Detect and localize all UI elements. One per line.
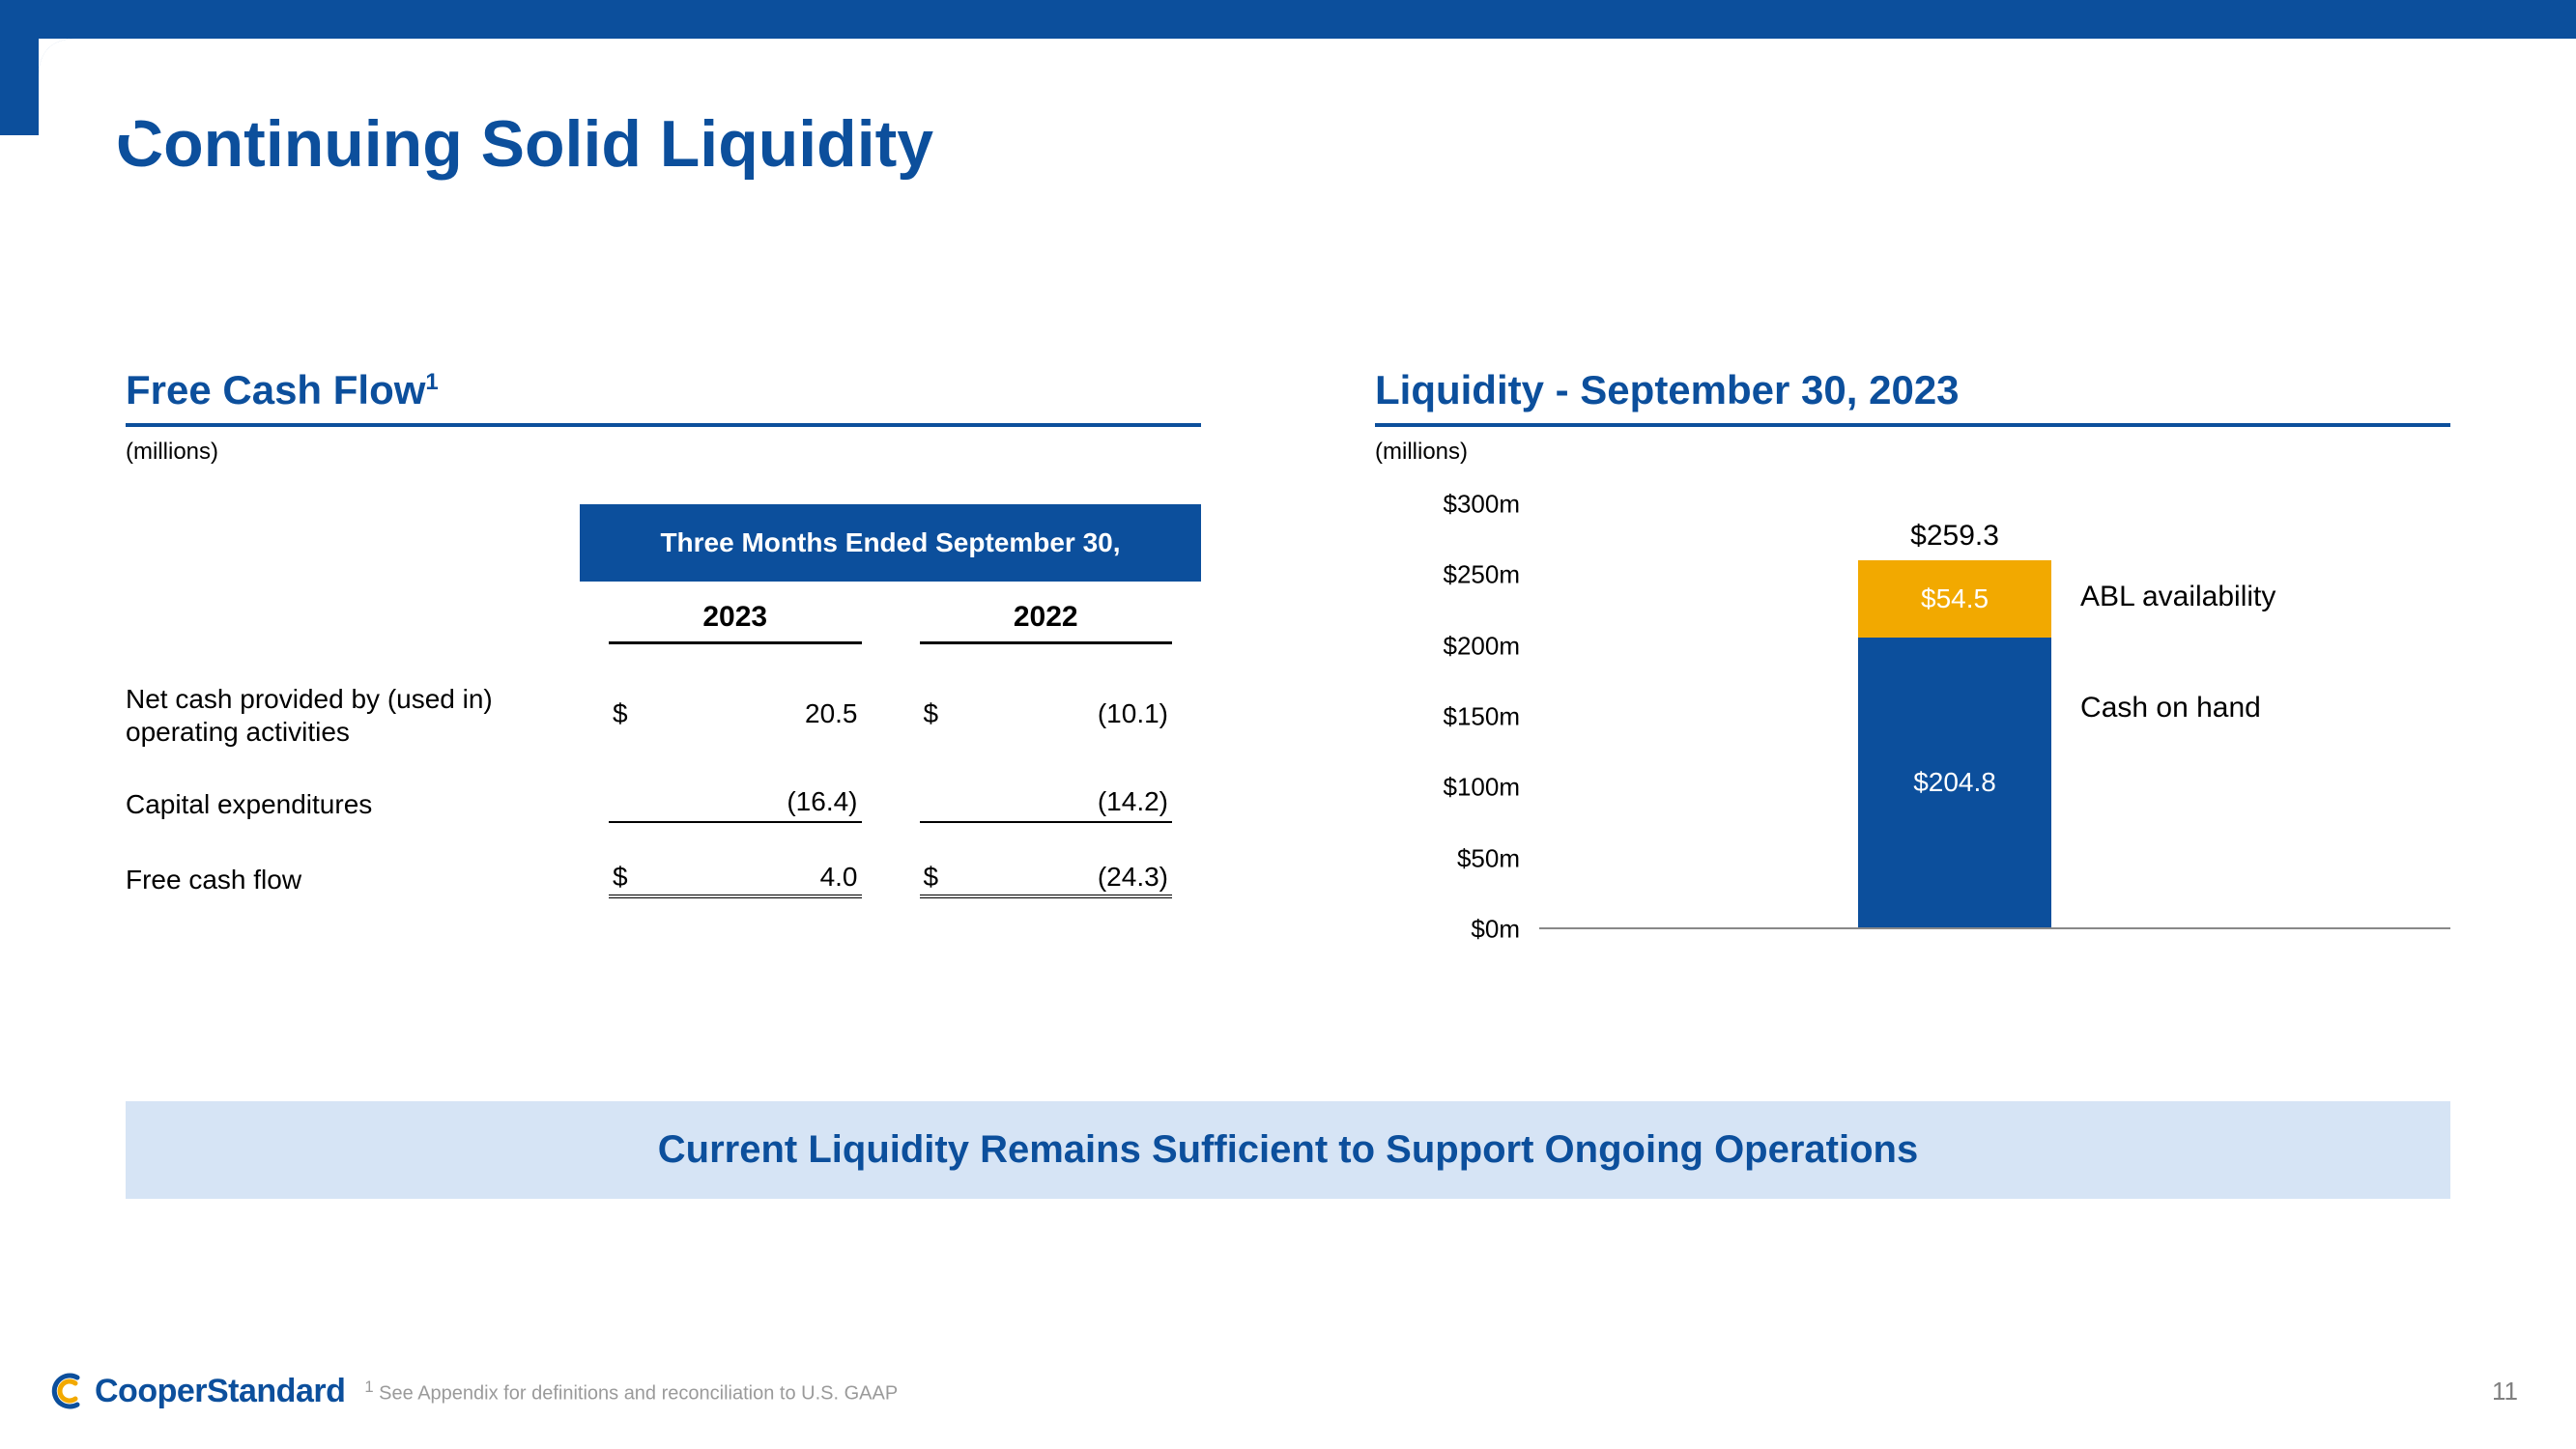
- logo: CooperStandard: [48, 1372, 345, 1410]
- fcf-cell: $(24.3): [920, 862, 1173, 898]
- fcf-cell: (16.4): [609, 786, 862, 823]
- bar-segment-cash: $204.8: [1858, 638, 2051, 927]
- fcf-rule: [126, 423, 1201, 427]
- fcf-years-row: 2023 2022: [580, 601, 1201, 644]
- y-tick: $100m: [1444, 773, 1521, 803]
- fcf-title-text: Free Cash Flow: [126, 367, 425, 412]
- fcf-cell: $20.5: [609, 698, 862, 733]
- y-tick: $250m: [1444, 560, 1521, 590]
- free-cash-flow-panel: Free Cash Flow1 (millions) Three Months …: [126, 367, 1201, 949]
- fcf-row-label: Free cash flow: [126, 864, 580, 896]
- y-axis: $0m$50m$100m$150m$200m$250m$300m: [1414, 504, 1530, 929]
- liquidity-chart: $0m$50m$100m$150m$200m$250m$300m $54.5$2…: [1414, 504, 2450, 949]
- fcf-header-band: Three Months Ended September 30,: [580, 504, 1201, 582]
- content-area: Free Cash Flow1 (millions) Three Months …: [126, 367, 2450, 949]
- footer: CooperStandard 1 See Appendix for defini…: [48, 1372, 2518, 1410]
- fcf-subtitle: (millions): [126, 439, 1201, 466]
- table-row: Capital expenditures (16.4) (14.2): [126, 786, 1201, 823]
- fcf-row-label: Capital expenditures: [126, 788, 580, 821]
- fcf-year-2023: 2023: [609, 601, 862, 644]
- y-tick: $200m: [1444, 631, 1521, 661]
- y-tick: $50m: [1457, 843, 1520, 873]
- y-tick: $0m: [1471, 915, 1520, 945]
- top-bar: [0, 0, 2576, 39]
- bar-total-label: $259.3: [1858, 520, 2051, 553]
- fcf-table: Three Months Ended September 30, 2023 20…: [126, 504, 1201, 898]
- liq-subtitle: (millions): [1375, 439, 2450, 466]
- footnote: 1 See Appendix for definitions and recon…: [364, 1378, 898, 1406]
- table-row: Free cash flow $4.0 $(24.3): [126, 862, 1201, 898]
- corner-curve-inner: [0, 0, 135, 135]
- y-tick: $150m: [1444, 702, 1521, 732]
- liq-rule: [1375, 423, 2450, 427]
- legend-cash: Cash on hand: [2080, 692, 2261, 724]
- fcf-title: Free Cash Flow1: [126, 367, 1201, 413]
- fcf-cell: $(10.1): [920, 698, 1173, 733]
- y-tick: $300m: [1444, 490, 1521, 520]
- liq-title: Liquidity - September 30, 2023: [1375, 367, 2450, 413]
- liquidity-panel: Liquidity - September 30, 2023 (millions…: [1375, 367, 2450, 949]
- legend-abl: ABL availability: [2080, 581, 2275, 613]
- fcf-cell: $4.0: [609, 862, 862, 898]
- table-row: Net cash provided by (used in) operating…: [126, 683, 1201, 748]
- fcf-cell: (14.2): [920, 786, 1173, 823]
- callout-band: Current Liquidity Remains Sufficient to …: [126, 1101, 2450, 1199]
- bar-segment-abl: $54.5: [1858, 560, 2051, 638]
- page-number: 11: [2492, 1377, 2518, 1406]
- logo-text: CooperStandard: [95, 1373, 345, 1410]
- logo-icon: [48, 1372, 87, 1410]
- fcf-row-label: Net cash provided by (used in) operating…: [126, 683, 580, 748]
- chart-plot: $54.5$204.8 $259.3 ABL availability Cash on…: [1539, 504, 2450, 929]
- page-title: Continuing Solid Liquidity: [116, 106, 933, 182]
- fcf-year-2022: 2022: [920, 601, 1173, 644]
- fcf-title-sup: 1: [425, 369, 438, 395]
- bar-stack: $54.5$204.8: [1858, 560, 2051, 927]
